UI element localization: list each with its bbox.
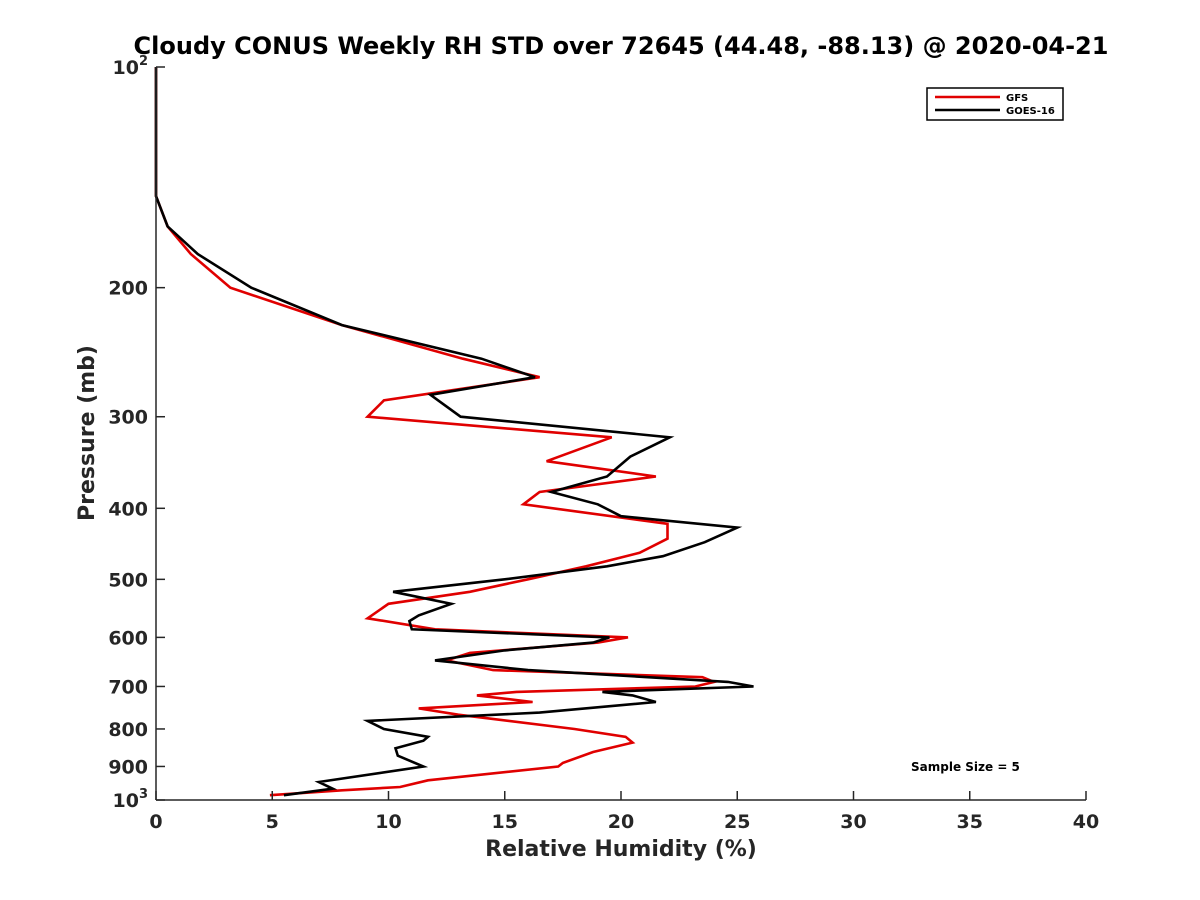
legend-label-goes16: GOES-16: [1006, 106, 1055, 117]
legend-label-gfs: GFS: [1006, 93, 1028, 104]
series-line-goes16: [154, 67, 754, 797]
x-tick-label: 25: [724, 811, 750, 833]
x-tick-label: 30: [840, 811, 866, 833]
y-tick-label: 700: [108, 676, 148, 698]
y-axis-label: Pressure (mb): [75, 345, 100, 521]
x-tick-label: 40: [1073, 811, 1099, 833]
x-axis: 0 5 10 15 20 25 30 35 40: [149, 791, 1099, 833]
y-tick-label: 800: [108, 719, 148, 741]
y-tick-label: 103: [113, 787, 149, 812]
y-tick-label: 300: [108, 407, 148, 429]
y-tick-label: 400: [108, 498, 148, 520]
y-tick-label: 900: [108, 756, 148, 778]
x-tick-label: 35: [957, 811, 983, 833]
x-tick-label: 20: [608, 811, 634, 833]
y-tick-label: 500: [108, 569, 148, 591]
sample-size-annotation: Sample Size = 5: [911, 760, 1020, 774]
x-tick-label: 0: [149, 811, 162, 833]
legend: GFS GOES-16: [926, 87, 1064, 121]
x-tick-label: 10: [375, 811, 401, 833]
x-axis-label: Relative Humidity (%): [485, 837, 757, 862]
legend-box: [926, 87, 1064, 121]
plot-area: [154, 67, 754, 797]
y-tick-label: 102: [113, 54, 149, 79]
series-line-gfs: [154, 67, 719, 797]
x-tick-label: 15: [492, 811, 518, 833]
x-tick-label: 5: [266, 811, 279, 833]
y-axis: 102 200 300 400 500 600 700 800 900 103: [108, 54, 165, 812]
y-tick-label: 600: [108, 627, 148, 649]
chart-title: Cloudy CONUS Weekly RH STD over 72645 (4…: [134, 32, 1109, 60]
y-tick-label: 200: [108, 278, 148, 300]
